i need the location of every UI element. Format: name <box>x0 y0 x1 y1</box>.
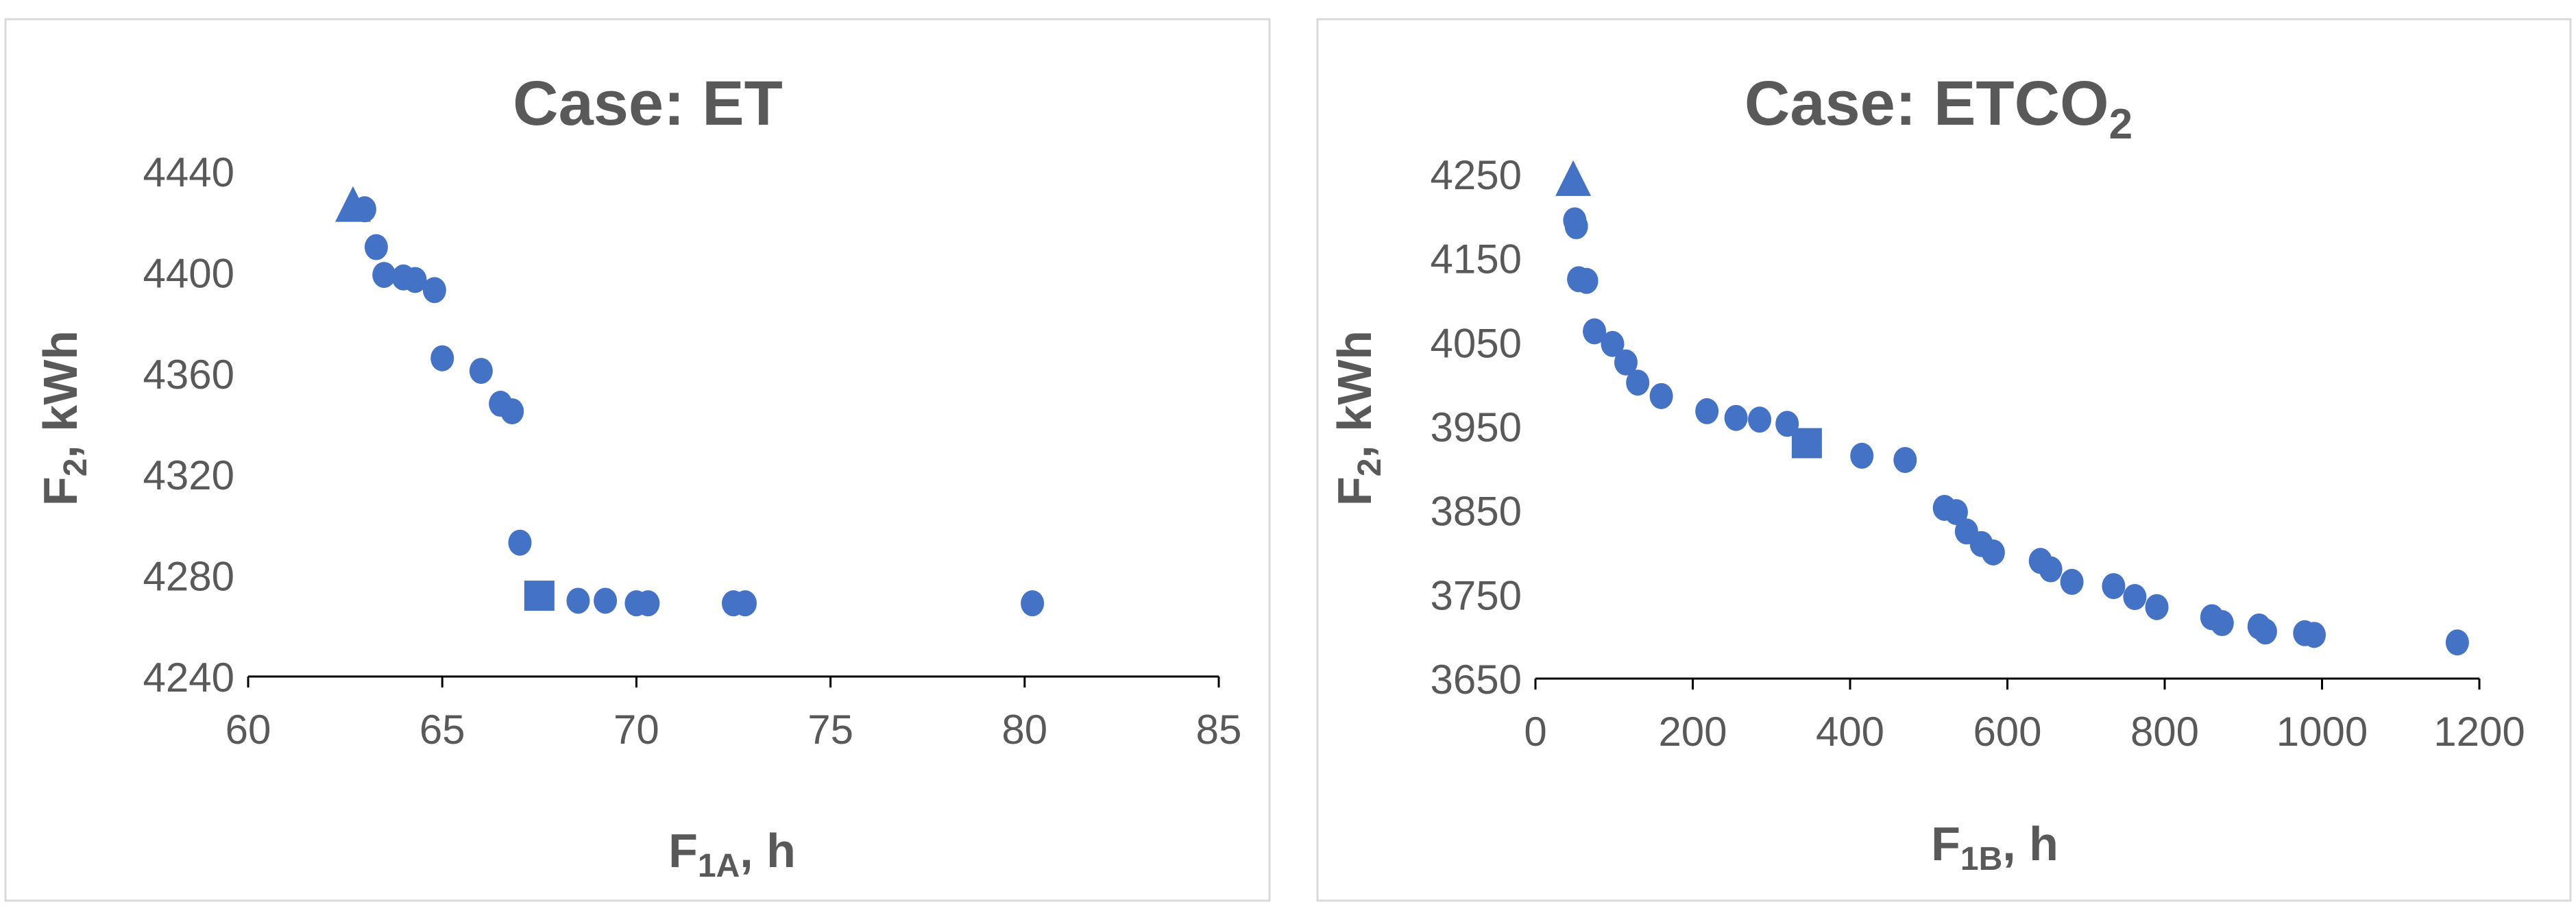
y-tick-label: 4050 <box>1431 320 1522 366</box>
data-point <box>508 529 532 556</box>
data-point <box>636 590 660 617</box>
x-tick-label: 200 <box>1658 709 1727 755</box>
data-point <box>403 267 427 293</box>
chart-frame <box>1316 18 2572 902</box>
data-point <box>2445 629 2469 656</box>
data-point <box>500 398 524 425</box>
data-point <box>2039 556 2063 583</box>
x-tick-label: 65 <box>420 707 465 753</box>
data-point <box>733 590 757 617</box>
data-point <box>1021 590 1045 617</box>
data-point <box>1649 382 1673 409</box>
data-point <box>2302 622 2326 648</box>
data-point <box>1575 267 1599 294</box>
chart-title: Case: ETCO2 <box>1745 69 2133 148</box>
chart-title: Case: ET <box>513 69 783 138</box>
y-tick-label: 4250 <box>1431 152 1522 198</box>
chart-frame <box>4 18 1271 902</box>
data-point <box>1583 318 1607 345</box>
data-point <box>1748 406 1772 433</box>
svg-text:Case: ETCO2: Case: ETCO2 <box>1745 69 2133 148</box>
x-tick-label: 400 <box>1816 709 1884 755</box>
y-tick-label: 3750 <box>1431 572 1522 618</box>
data-point <box>1944 499 1968 526</box>
y-tick-label: 4400 <box>143 250 234 296</box>
x-axis-label: F1B, h <box>1931 817 2058 877</box>
data-point <box>422 277 446 304</box>
data-point <box>566 587 590 614</box>
triangle-marker <box>335 186 371 222</box>
square-marker <box>1791 428 1822 459</box>
x-tick-label: 0 <box>1524 709 1546 755</box>
y-tick-label: 4240 <box>143 655 234 701</box>
x-tick-label: 80 <box>1001 707 1047 753</box>
x-tick-label: 600 <box>1973 709 2041 755</box>
x-tick-label: 85 <box>1196 707 1242 753</box>
x-tick-label: 75 <box>807 707 853 753</box>
data-point <box>1695 398 1719 424</box>
data-point <box>2060 568 2084 595</box>
data-point <box>1614 349 1638 376</box>
y-axis-label: F2, kWh <box>1328 330 1388 506</box>
triangle-marker <box>1555 160 1592 196</box>
x-tick-label: 800 <box>2130 709 2199 755</box>
data-point <box>1601 330 1625 357</box>
y-tick-label: 3650 <box>1431 657 1522 703</box>
x-tick-label: 60 <box>226 707 271 753</box>
data-points <box>1555 160 2469 656</box>
data-points <box>335 186 1045 617</box>
chart-panel-etco2: Case: ETCO2 F2, kWh F1B, h 0 200 400 600 800… <box>1316 18 2572 902</box>
data-point <box>364 234 388 260</box>
data-point <box>1564 213 1588 240</box>
data-point <box>2210 610 2234 637</box>
y-tick-label: 4280 <box>143 554 234 600</box>
svg-text:F1B, h: F1B, h <box>1931 817 2058 877</box>
y-axis-label: F2, kWh <box>34 330 94 506</box>
data-point <box>372 262 396 289</box>
data-point <box>1626 369 1650 396</box>
y-tick-label: 4440 <box>143 149 234 195</box>
data-point <box>1893 447 1917 474</box>
svg-text:F2, kWh: F2, kWh <box>1328 330 1388 506</box>
axis-ticks: 0 200 400 600 800 1000 1200 3650 3750 3850 3950 405… <box>1431 152 2525 755</box>
y-tick-label: 4360 <box>143 352 234 398</box>
data-point <box>469 358 493 385</box>
y-tick-label: 4320 <box>143 452 234 498</box>
y-tick-label: 4150 <box>1431 236 1522 282</box>
x-tick-label: 70 <box>613 707 659 753</box>
data-point <box>2145 594 2169 620</box>
y-tick-label: 3950 <box>1431 404 1522 450</box>
axis-ticks: 60 65 70 75 80 85 4240 4280 4320 4360 4400 4440 <box>143 149 1242 753</box>
data-point <box>1981 539 2005 565</box>
chart-panel-et: Case: ET F2, kWh F1A, h 60 65 70 75 80 854240… <box>4 18 1271 902</box>
y-tick-label: 3850 <box>1431 489 1522 535</box>
data-point <box>430 345 454 372</box>
data-point <box>594 587 618 614</box>
data-point <box>2102 573 2126 600</box>
svg-text:F2, kWh: F2, kWh <box>34 330 94 506</box>
data-point <box>2123 584 2147 611</box>
data-point <box>1850 442 1874 469</box>
data-point <box>2253 618 2277 645</box>
x-tick-label: 1000 <box>2276 709 2368 755</box>
square-marker <box>524 581 555 611</box>
data-point <box>1724 404 1748 431</box>
x-tick-label: 1200 <box>2433 709 2525 755</box>
